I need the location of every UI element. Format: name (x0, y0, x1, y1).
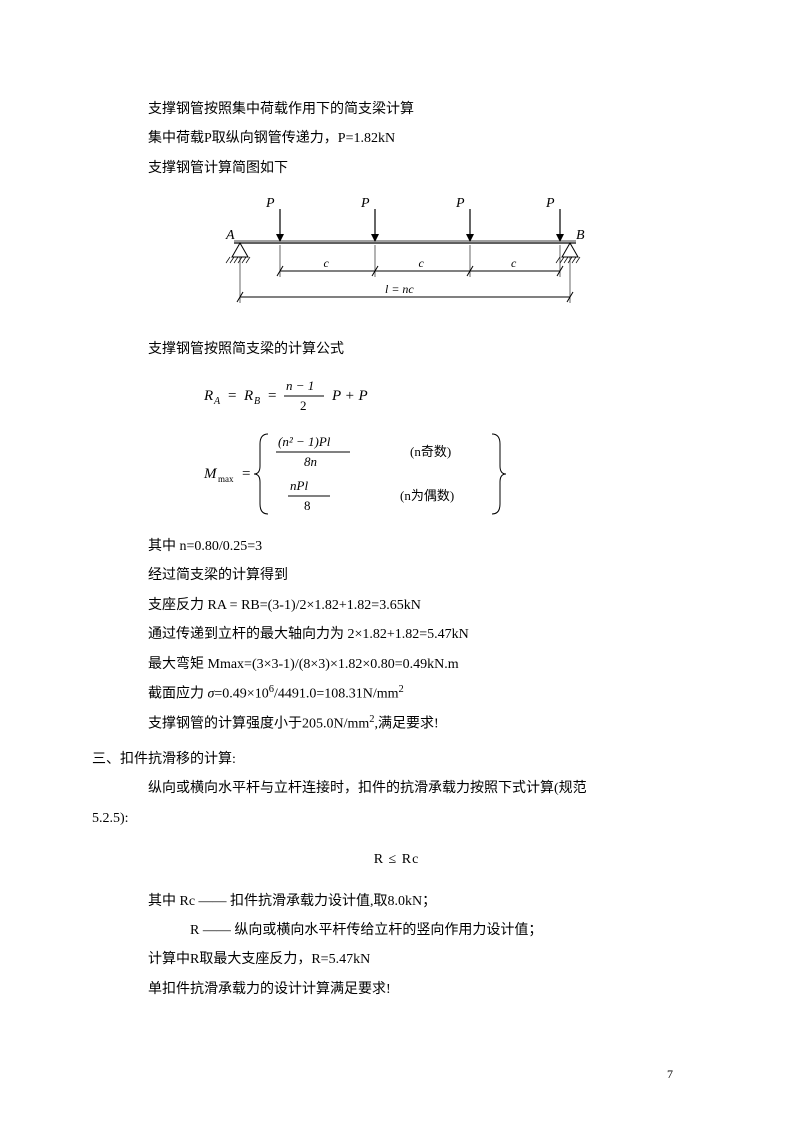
svg-text:M: M (203, 466, 218, 482)
text-line: 通过传递到立杆的最大轴向力为 2×1.82+1.82=5.47kN (120, 620, 673, 649)
svg-text:B: B (576, 228, 585, 243)
text-line: 单扣件抗滑承载力的设计计算满足要求! (120, 975, 673, 1004)
svg-text:c: c (419, 256, 425, 270)
text-line: 支撑钢管按照集中荷载作用下的简支梁计算 (120, 95, 673, 124)
svg-text:c: c (324, 256, 330, 270)
svg-text:R: R (203, 388, 213, 404)
svg-text:2: 2 (300, 398, 307, 413)
section-heading: 三、扣件抗滑移的计算: (92, 745, 673, 774)
formula-mmax: Mmax = (n² − 1)Pl 8n (n奇数) nPl 8 (n为偶数) (200, 424, 673, 524)
stress-line: 截面应力 σ=0.49×106/4491.0=108.31N/mm2 (120, 679, 673, 709)
svg-text:P: P (265, 196, 275, 211)
svg-text:B: B (254, 396, 260, 407)
strength-line: 支撑钢管的计算强度小于205.0N/mm2,满足要求! (120, 709, 673, 739)
svg-text:8: 8 (304, 498, 311, 513)
page-number: 7 (667, 1067, 673, 1082)
svg-text:P + P: P + P (331, 388, 368, 404)
svg-text:P: P (545, 196, 555, 211)
svg-text:A: A (213, 396, 221, 407)
svg-text:nPl: nPl (290, 478, 308, 493)
svg-text:=: = (242, 466, 250, 482)
svg-text:(n奇数): (n奇数) (410, 444, 451, 459)
svg-text:8n: 8n (304, 454, 317, 469)
text-line: 其中 n=0.80/0.25=3 (120, 532, 673, 561)
svg-text:P: P (360, 196, 370, 211)
svg-text:=: = (268, 388, 276, 404)
text-line: 支撑钢管按照简支梁的计算公式 (120, 335, 673, 364)
text-line: 计算中R取最大支座反力，R=5.47kN (120, 945, 673, 974)
svg-text:R: R (243, 388, 253, 404)
exponent: 2 (399, 684, 404, 695)
svg-text:(n² − 1)Pl: (n² − 1)Pl (278, 434, 331, 449)
text-line: 支撑钢管计算简图如下 (120, 154, 673, 183)
text-line: 其中 Rc —— 扣件抗滑承载力设计值,取8.0kN； (120, 887, 673, 916)
svg-text:n − 1: n − 1 (286, 378, 314, 393)
svg-text:P: P (455, 196, 465, 211)
svg-text:max: max (218, 474, 234, 484)
svg-text:c: c (511, 256, 517, 270)
svg-text:(n为偶数): (n为偶数) (400, 488, 454, 503)
text-span: ,满足要求! (375, 717, 439, 732)
text-line: 经过简支梁的计算得到 (120, 561, 673, 590)
text-span: /4491.0=108.31N/mm (274, 687, 399, 702)
text-span: 截面应力 (148, 687, 208, 702)
text-line: 集中荷载P取纵向钢管传递力，P=1.82kN (120, 124, 673, 153)
svg-text:A: A (225, 228, 235, 243)
text-line: 支座反力 RA = RB=(3-1)/2×1.82+1.82=3.65kN (120, 591, 673, 620)
beam-diagram: A B P P P Pc c c l = nc (200, 193, 600, 324)
text-line: R —— 纵向或横向水平杆传给立杆的竖向作用力设计值； (120, 916, 673, 945)
text-line: 纵向或横向水平杆与立杆连接时，扣件的抗滑承载力按照下式计算(规范 (120, 774, 673, 803)
inequality: R ≤ Rc (120, 845, 673, 874)
text-line: 5.2.5): (92, 804, 673, 833)
svg-text:l = nc: l = nc (385, 282, 414, 296)
svg-text:=: = (228, 388, 236, 404)
formula-reactions: RA=RB=n − 12P + P (200, 372, 673, 416)
text-span: =0.49×10 (214, 687, 268, 702)
text-span: 支撑钢管的计算强度小于205.0N/mm (148, 717, 369, 732)
text-line: 最大弯矩 Mmax=(3×3-1)/(8×3)×1.82×0.80=0.49kN… (120, 650, 673, 679)
